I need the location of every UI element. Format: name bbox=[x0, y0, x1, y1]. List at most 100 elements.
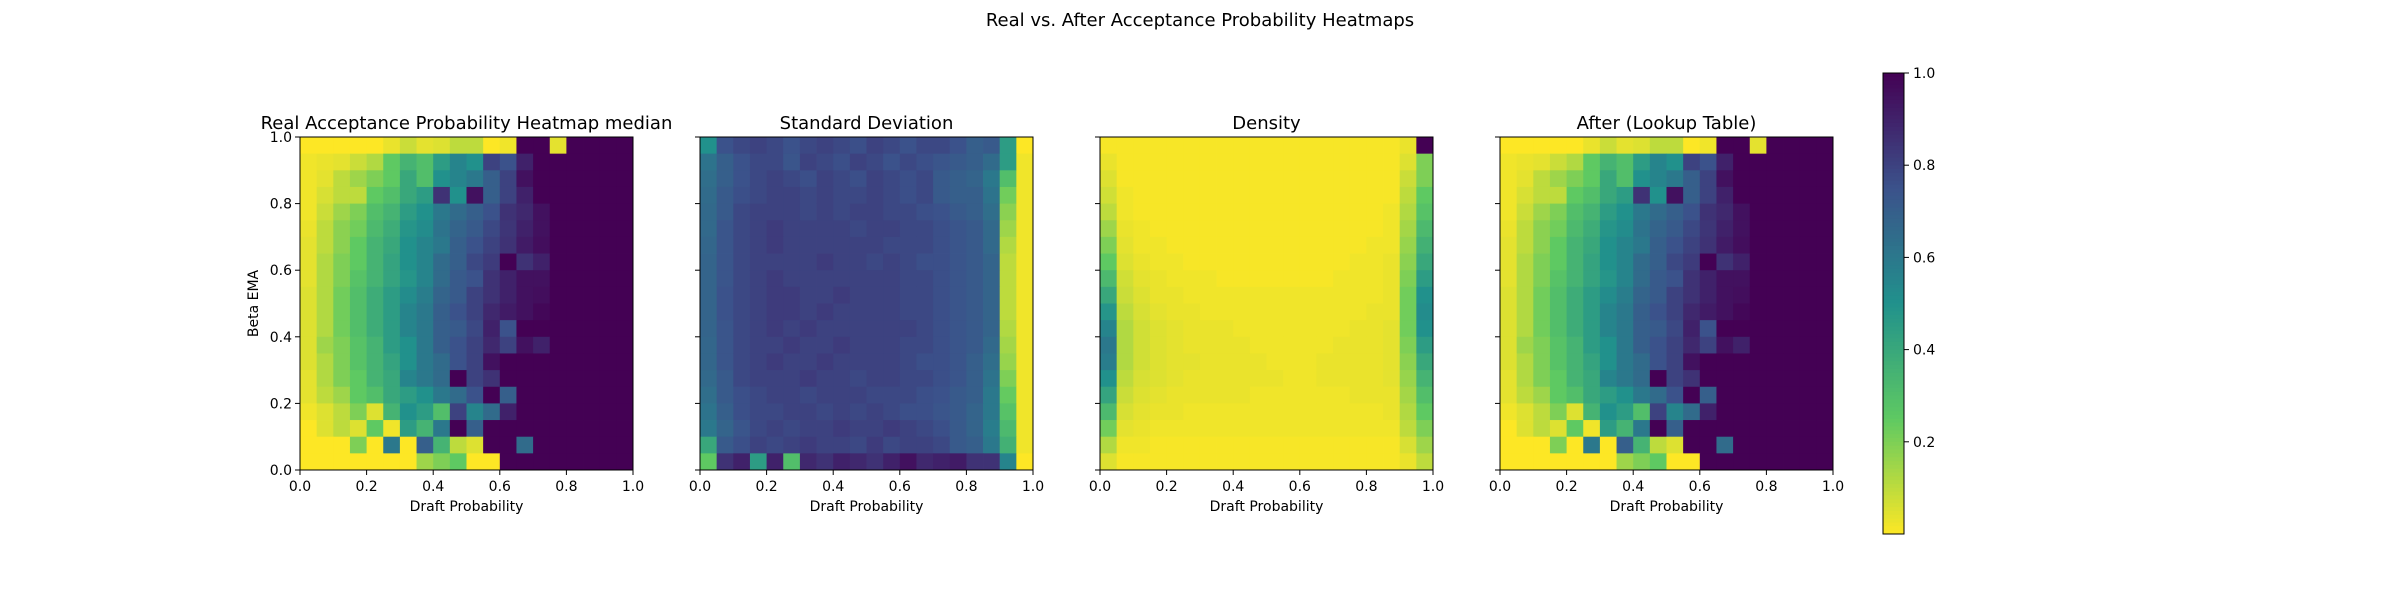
heatmap-cell bbox=[916, 336, 934, 354]
heatmap-cell bbox=[733, 420, 751, 438]
heatmap-cell bbox=[1616, 270, 1634, 288]
colorbar-segment bbox=[1883, 372, 1904, 377]
heatmap-cell bbox=[1599, 137, 1617, 155]
heatmap-cell bbox=[700, 336, 718, 354]
heatmap-cell bbox=[349, 370, 367, 388]
heatmap-cell bbox=[716, 170, 734, 188]
heatmap-cell bbox=[1633, 453, 1651, 471]
heatmap-cell bbox=[1299, 320, 1317, 338]
heatmap-cell bbox=[949, 186, 967, 204]
heatmap-cell bbox=[1699, 286, 1717, 304]
heatmap-cell bbox=[1299, 253, 1317, 271]
heatmap-cell bbox=[816, 436, 834, 454]
heatmap-cell bbox=[1733, 153, 1751, 171]
heatmap-cell bbox=[533, 436, 551, 454]
heatmap-cell bbox=[1749, 186, 1767, 204]
heatmap-cell bbox=[1100, 386, 1118, 404]
heatmap-cell bbox=[899, 353, 917, 371]
heatmap-cell bbox=[1766, 370, 1784, 388]
heatmap-cell bbox=[1616, 320, 1634, 338]
heatmap-cell bbox=[1649, 303, 1667, 321]
heatmap-cell bbox=[783, 270, 801, 288]
heatmap-cell bbox=[816, 336, 834, 354]
heatmap-cell bbox=[1349, 153, 1367, 171]
heatmap-cell bbox=[766, 353, 784, 371]
heatmap-cell bbox=[1249, 236, 1267, 254]
heatmap-cell bbox=[1633, 336, 1651, 354]
heatmap-cell bbox=[1733, 170, 1751, 188]
heatmap-cell bbox=[1166, 270, 1184, 288]
heatmap-cell bbox=[1549, 303, 1567, 321]
colorbar-segment bbox=[1883, 461, 1904, 466]
heatmap-cell bbox=[366, 453, 384, 471]
heatmap-cell bbox=[1649, 253, 1667, 271]
heatmap-cell bbox=[1366, 353, 1384, 371]
heatmap-cell bbox=[566, 353, 584, 371]
heatmap-cell bbox=[1216, 403, 1234, 421]
heatmap-cell bbox=[333, 170, 351, 188]
heatmap-cell bbox=[949, 386, 967, 404]
heatmap-cell bbox=[933, 403, 951, 421]
heatmap-cell bbox=[1216, 453, 1234, 471]
heatmap-cell bbox=[1766, 253, 1784, 271]
heatmap-cell bbox=[1716, 403, 1734, 421]
heatmap-cell bbox=[1683, 220, 1701, 238]
heatmap-cell bbox=[966, 186, 984, 204]
heatmap-cell bbox=[499, 203, 517, 221]
x-axis-label: Draft Probability bbox=[810, 499, 924, 515]
heatmap-cell bbox=[1016, 203, 1034, 221]
heatmap-cell bbox=[533, 137, 551, 155]
heatmap-cell bbox=[1133, 353, 1151, 371]
heatmap-cell bbox=[1266, 436, 1284, 454]
heatmap-cell bbox=[1366, 253, 1384, 271]
heatmap-cell bbox=[1333, 320, 1351, 338]
heatmap-cell bbox=[883, 286, 901, 304]
colorbar-segment bbox=[1883, 422, 1904, 427]
heatmap-cell bbox=[1366, 403, 1384, 421]
heatmap-cell bbox=[1683, 170, 1701, 188]
heatmap-cell bbox=[833, 370, 851, 388]
heatmap-cell bbox=[766, 170, 784, 188]
heatmap-cell bbox=[549, 320, 567, 338]
colorbar-segment bbox=[1883, 380, 1904, 385]
heatmap-cell bbox=[1116, 303, 1134, 321]
heatmap-cell bbox=[749, 203, 767, 221]
heatmap-cell bbox=[1266, 420, 1284, 438]
heatmap-cell bbox=[766, 270, 784, 288]
heatmap-cell bbox=[733, 436, 751, 454]
colorbar-segment bbox=[1883, 441, 1904, 447]
heatmap-cell bbox=[966, 153, 984, 171]
heatmap-cell bbox=[849, 186, 867, 204]
heatmap-cell bbox=[849, 370, 867, 388]
heatmap-cell bbox=[1799, 153, 1817, 171]
heatmap-cell bbox=[933, 203, 951, 221]
heatmap-cell bbox=[1733, 286, 1751, 304]
heatmap-cell bbox=[1216, 170, 1234, 188]
heatmap-cell bbox=[349, 420, 367, 438]
heatmap-cell bbox=[1500, 353, 1518, 371]
heatmap-cell bbox=[1599, 236, 1617, 254]
heatmap-cell bbox=[583, 436, 601, 454]
heatmap-cell bbox=[733, 303, 751, 321]
colorbar-segment bbox=[1883, 487, 1904, 493]
heatmap-cell bbox=[616, 186, 634, 204]
heatmap-cell bbox=[433, 386, 451, 404]
heatmap-cell bbox=[1699, 170, 1717, 188]
heatmap-cell bbox=[1399, 270, 1417, 288]
heatmap-cell bbox=[433, 170, 451, 188]
heatmap-cell bbox=[1199, 270, 1217, 288]
heatmap-cell bbox=[483, 353, 501, 371]
heatmap-cell bbox=[1133, 453, 1151, 471]
heatmap-cell bbox=[366, 153, 384, 171]
heatmap-cell bbox=[1416, 286, 1434, 304]
heatmap-cell bbox=[1500, 303, 1518, 321]
colorbar-segment bbox=[1883, 276, 1904, 281]
heatmap-cell bbox=[1716, 170, 1734, 188]
colorbar-segment bbox=[1883, 361, 1904, 366]
heatmap-cell bbox=[1249, 186, 1267, 204]
heatmap-cell bbox=[1266, 286, 1284, 304]
heatmap-cell bbox=[1599, 320, 1617, 338]
colorbar-segment bbox=[1883, 499, 1904, 504]
heatmap-cell bbox=[1166, 153, 1184, 171]
